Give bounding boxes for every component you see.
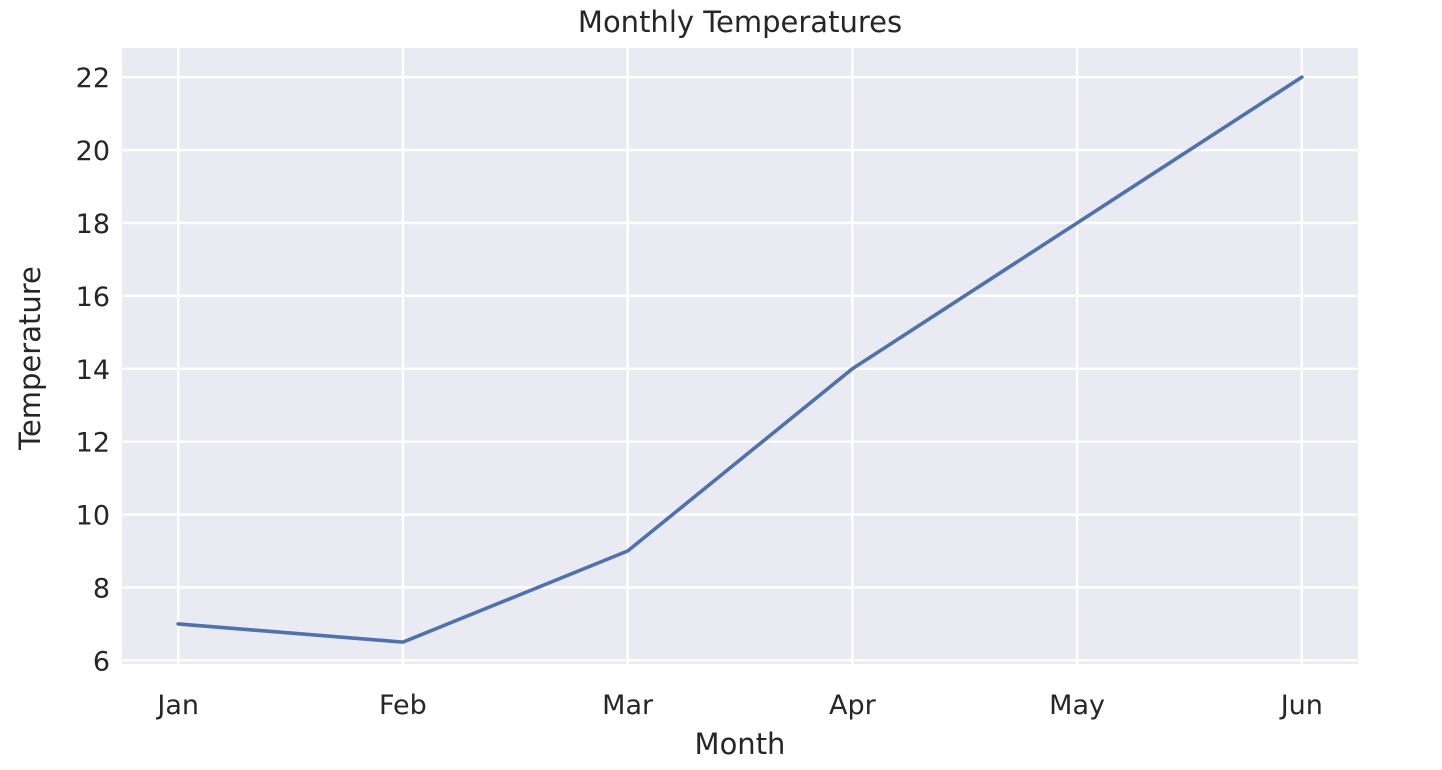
y-tick-label: 18 <box>76 209 110 240</box>
plot-area <box>122 48 1358 664</box>
y-tick-label: 8 <box>93 573 110 604</box>
x-axis-label: Month <box>695 727 786 761</box>
y-tick-label: 16 <box>76 282 110 313</box>
x-tick-label: Jan <box>155 690 199 721</box>
y-tick-label: 12 <box>76 428 110 459</box>
x-tick-label: Jun <box>1279 690 1323 721</box>
y-tick-label: 22 <box>76 63 110 94</box>
grid <box>122 48 1358 664</box>
y-tick-label: 10 <box>76 501 110 532</box>
chart-title: Monthly Temperatures <box>578 5 902 39</box>
x-tick-label: May <box>1049 690 1105 721</box>
x-tick-label: Apr <box>829 690 877 721</box>
y-axis-label: Temperature <box>13 266 47 451</box>
series-line <box>176 75 1304 644</box>
y-tick-label: 20 <box>76 136 110 167</box>
y-tick-label: 14 <box>76 355 110 386</box>
x-tick-label: Mar <box>602 690 654 721</box>
x-tick-label: Feb <box>379 690 427 721</box>
y-tick-label: 6 <box>93 646 110 677</box>
